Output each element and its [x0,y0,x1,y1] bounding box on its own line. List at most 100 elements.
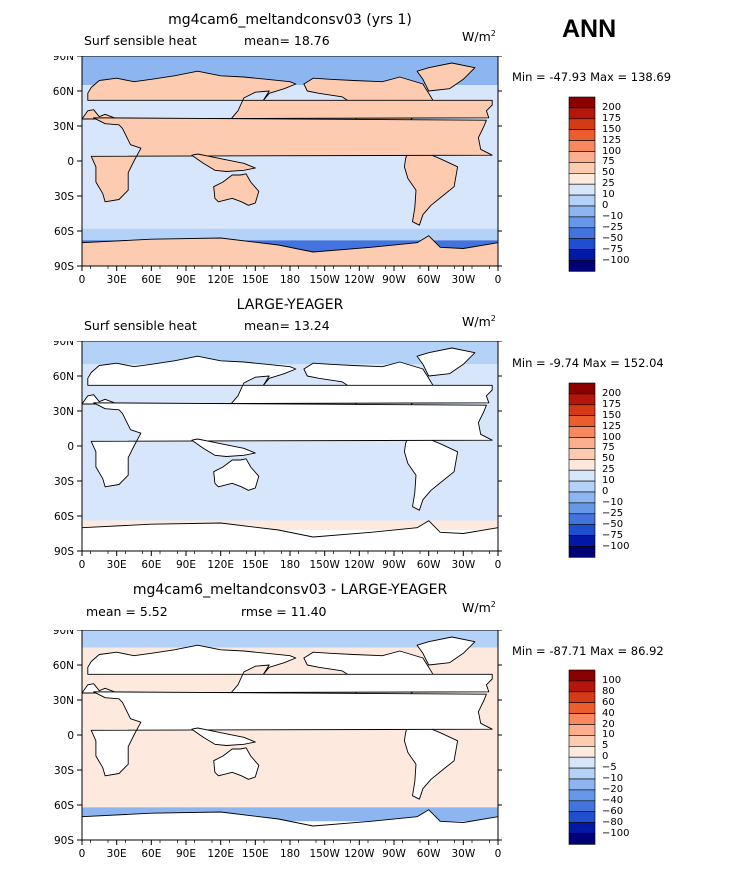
colorbar-swatch [568,107,596,120]
mean-label: mean = 5.52 [86,604,168,619]
colorbar-level-label: −50 [602,518,624,530]
season-label: ANN [562,15,617,43]
y-tick-label: 60S [54,800,74,812]
colorbar-swatch [568,437,596,449]
colorbar-swatch [568,448,596,460]
y-tick-label: 0 [67,730,74,742]
colorbar-level-label: −50 [602,232,624,244]
land-australia [213,747,260,780]
y-tick-label: 90N [53,341,74,348]
colorbar-level-label: 200 [602,101,622,113]
x-tick-label: 90E [176,559,196,571]
colorbar-swatch [568,194,596,207]
colorbar-level-label: 75 [602,156,615,168]
y-tick-label: 60N [53,371,74,383]
land-africa [90,117,493,203]
colorbar-swatch [568,811,596,823]
colorbar-level-label: 60 [602,696,615,708]
colorbar-level-label: 10 [602,729,615,741]
land-south-america [403,722,459,800]
x-tick-label: 0 [79,848,86,860]
x-tick-label: 90W [382,559,406,571]
colorbar-level-label: 175 [602,112,622,124]
colorbar-level-label: 175 [602,398,622,410]
colorbar-swatch [568,524,596,536]
colorbar-swatch [568,216,596,229]
x-tick-label: 150W [309,559,340,571]
x-tick-label: 90W [382,848,406,860]
colorbar [568,669,596,845]
colorbar-swatch [568,691,596,703]
colorbar-level-label: 0 [602,200,609,211]
colorbar-level-label: −75 [602,529,624,541]
colorbar-swatch [568,491,596,504]
y-tick-label: 0 [67,441,74,453]
x-tick-label: 150E [242,848,269,860]
field-band [82,520,498,530]
x-tick-label: 60W [417,274,441,286]
land-africa [90,691,493,777]
colorbar-level-label: 150 [602,123,622,135]
land-africa [90,402,493,488]
y-tick-label: 90S [54,546,74,558]
colorbar-level-label: 150 [602,409,622,421]
x-tick-label: 120E [207,274,234,286]
y-tick-label: 30S [54,476,74,488]
x-tick-label: 180 [280,848,300,860]
min-max-label: Min = -87.71 Max = 86.92 [512,644,664,658]
colorbar-swatch [568,393,596,406]
colorbar-level-label: 200 [602,387,622,399]
y-tick-label: 30N [53,406,74,418]
y-tick-label: 30N [53,695,74,707]
colorbar-swatch [568,469,596,482]
colorbar-swatch [568,173,596,185]
map-plot: 0 30E 60E 90E 120E 150E 180 150W 120W 90W 60W 30W 09… [53,341,502,571]
colorbar-level-label: −20 [602,783,624,795]
colorbar-level-label: −10 [602,210,624,222]
colorbar-swatch [568,249,596,261]
land-indonesia [191,727,256,746]
colorbar-swatch [568,415,596,427]
units-label: W/m2 [462,600,496,616]
colorbar-swatch [568,118,596,130]
colorbar-swatch [568,680,596,693]
colorbar-level-label: −75 [602,243,624,255]
colorbar-level-label: 50 [602,167,615,179]
x-tick-label: 30W [451,848,475,860]
field-band [82,630,498,648]
y-tick-label: 30S [54,191,74,203]
land-indonesia [191,153,256,172]
y-tick-label: 60S [54,226,74,238]
colorbar-swatch [568,702,596,714]
x-tick-label: 30W [451,559,475,571]
x-tick-label: 120W [344,848,375,860]
y-tick-label: 30S [54,765,74,777]
colorbar-swatch [568,822,596,834]
colorbar-level-label: −10 [602,496,624,508]
units-exponent: 2 [490,29,496,38]
x-tick-label: 180 [280,559,300,571]
x-tick-label: 30E [107,274,127,286]
colorbar-swatch [568,756,596,769]
x-tick-label: 0 [495,274,502,286]
land-australia [213,173,260,206]
y-tick-label: 90S [54,261,74,273]
colorbar-swatch [568,833,596,845]
colorbar-level-label: 10 [602,189,615,201]
land-antarctica [82,235,498,266]
x-tick-label: 90E [176,848,196,860]
colorbar-level-label: 0 [602,751,609,763]
units-exponent: 2 [490,600,496,609]
y-tick-label: 30N [53,121,74,133]
x-tick-label: 120W [344,274,375,286]
colorbar-swatch [568,502,596,515]
x-tick-label: 30E [107,848,127,860]
x-tick-label: 90W [382,274,406,286]
land-indonesia [191,438,256,457]
x-tick-label: 0 [79,274,86,286]
colorbar-level-label: 100 [602,431,622,443]
x-tick-label: 30W [451,274,475,286]
colorbar-swatch [568,140,596,152]
colorbar-level-label: −10 [602,773,624,784]
colorbar-level-label: 125 [602,420,622,432]
